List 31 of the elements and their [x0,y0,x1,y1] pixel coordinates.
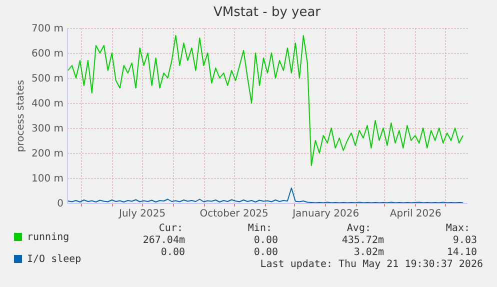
legend-label: running [27,232,70,243]
y-tick-label: 500 m [31,74,64,84]
y-axis-title: process states [15,80,26,152]
text: 9.03 [452,235,477,246]
text: Min: [248,223,272,234]
text: 435.72m [342,235,384,246]
text: 0.00 [254,235,278,246]
y-tick-label: 300 m [31,124,64,134]
legend-label: I/O sleep [27,254,82,265]
line-series [68,35,464,166]
x-tick-label: January 2026 [292,208,360,220]
y-tick-label: 700 m [31,24,64,34]
x-tick-label: July 2025 [118,208,166,220]
x-tick-label: October 2025 [200,208,268,220]
y-tick-label: 100 m [31,174,64,184]
text: Last update: Thu May 21 19:30:37 2026 [260,259,483,270]
y-tick-label: 600 m [31,48,64,60]
text: Max: [446,223,470,234]
y-tick-label: 400 m [31,98,64,110]
text: 3.02m [354,247,384,258]
text: Cur: [158,223,183,234]
text: 267.04m [142,235,185,246]
text: Avg: [346,223,371,234]
x-tick-label: April 2026 [390,208,442,220]
text: 0.00 [160,247,185,258]
line-series [68,188,464,203]
text: 14.10 [446,247,477,258]
text: 0.00 [254,247,278,258]
chart-title: VMstat - by year [213,5,322,20]
y-tick-label: 0 [57,198,64,210]
y-tick-label: 200 m [31,148,64,160]
